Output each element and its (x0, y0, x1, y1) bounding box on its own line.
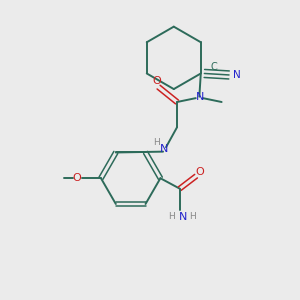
Text: O: O (153, 76, 161, 86)
Text: O: O (195, 167, 204, 177)
Text: C: C (211, 62, 217, 72)
Text: H: H (168, 212, 175, 221)
Text: H: H (189, 212, 196, 221)
Text: H: H (153, 138, 160, 147)
Text: N: N (160, 144, 168, 154)
Text: N: N (196, 92, 204, 102)
Text: N: N (232, 70, 240, 80)
Text: O: O (73, 173, 81, 183)
Text: N: N (178, 212, 187, 222)
